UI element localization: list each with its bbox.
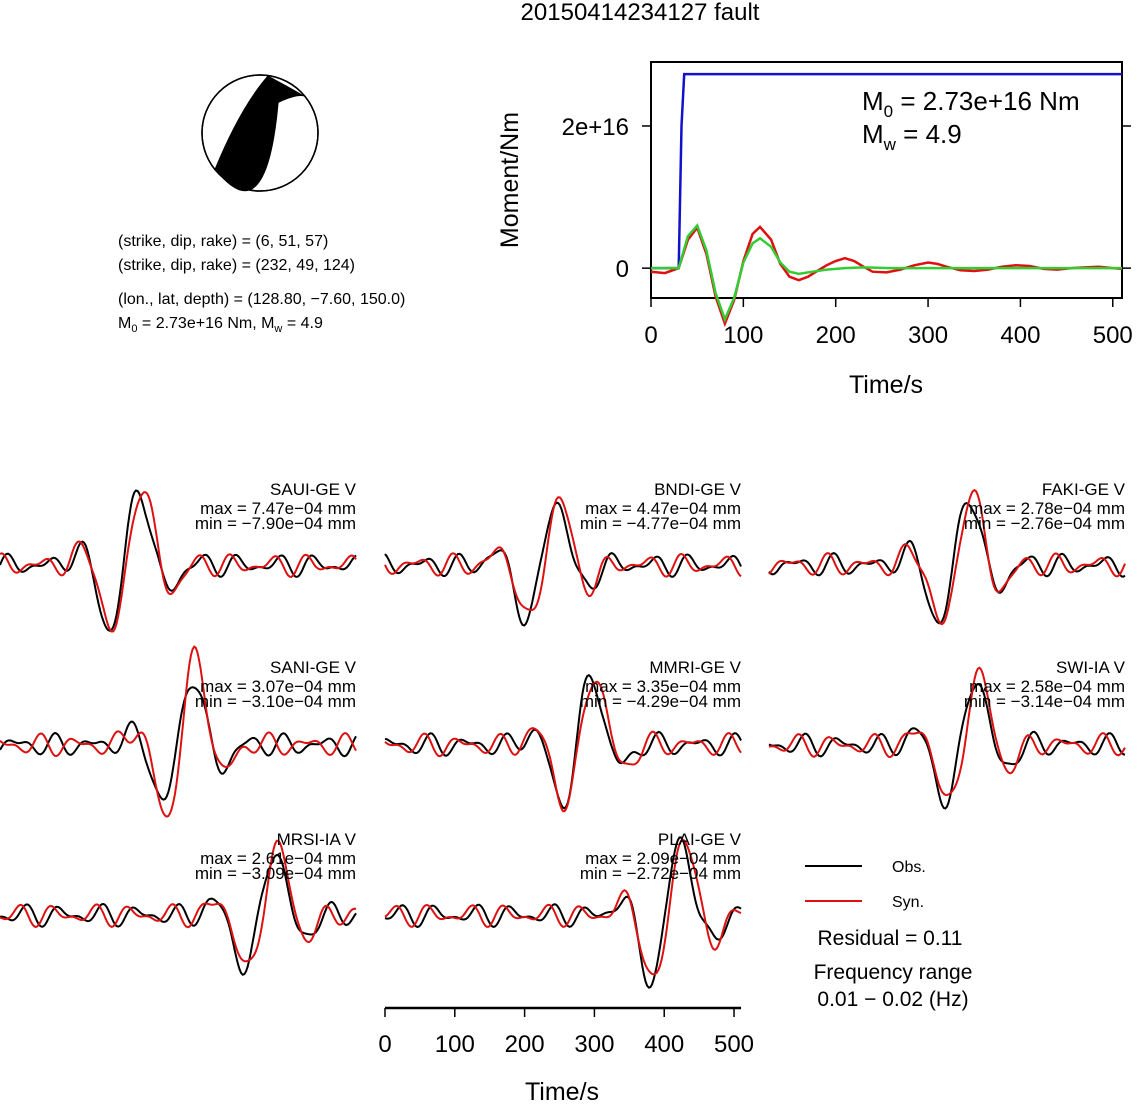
station-name: FAKI-GE V [1042,480,1126,499]
observed-trace [384,501,742,627]
synthetic-trace [384,680,742,813]
waveform-xtick-label: 200 [505,1031,545,1058]
waveform-xlabel: Time/s [525,1078,599,1104]
station-max: max = 3.07e−04 mm [200,677,356,696]
moment-series-2 [651,223,1122,323]
station-min: min = −3.10e−04 mm [195,692,356,711]
mechanism-line-4: M0 = 2.73e+16 Nm, Mw = 4.9 [118,315,323,335]
station-min: min = −3.14e−04 mm [964,692,1125,711]
focal-mechanism-beachball [201,74,319,192]
station-min: min = −2.76e−04 mm [964,514,1125,533]
figure-title: 20150414234127 fault [521,0,760,26]
waveform-xtick-label: 500 [714,1031,754,1058]
moment-xtick-label: 500 [1093,322,1133,349]
waveform-legend: Obs. Syn. [805,859,926,911]
synthetic-trace [0,491,357,633]
residual-text: Residual = 0.11 [818,927,963,950]
station-name: SAUI-GE V [270,480,357,499]
station-min: min = −7.90e−04 mm [195,514,356,533]
observed-trace [384,836,742,989]
station-min: min = −4.77e−04 mm [580,514,741,533]
mechanism-line-2: (strike, dip, rake) = (232, 49, 124) [118,257,355,274]
synthetic-trace [384,496,742,612]
station-name: MRSI-IA V [277,830,357,849]
synthetic-trace [0,839,357,963]
moment-series-1 [650,225,1123,328]
station-max: max = 2.61e−04 mm [200,849,356,868]
moment-annotation-mw: Mw = 4.9 [862,119,962,154]
station-max: max = 2.78e−04 mm [969,499,1125,518]
observed-trace [384,674,742,810]
frequency-range-title: Frequency range [814,961,973,984]
moment-xtick-label: 300 [908,322,948,349]
moment-annotation-m0: M0 = 2.73e+16 Nm [862,86,1080,121]
moment-xtick-label: 100 [723,322,763,349]
moment-plot-frame [650,61,1123,299]
station-name: SANI-GE V [270,658,357,677]
station-min: min = −2.72e−04 mm [580,864,741,883]
synthetic-trace [768,488,1126,626]
moment-ylabel: Moment/Nm [496,112,524,248]
station-name: BNDI-GE V [654,480,742,499]
moment-xtick-label: 200 [816,322,856,349]
frequency-range-value: 0.01 − 0.02 (Hz) [817,988,968,1011]
waveform-xtick-label: 100 [435,1031,475,1058]
station-name: MMRI-GE V [649,658,741,677]
station-min: min = −4.29e−04 mm [580,692,741,711]
synthetic-trace [768,666,1126,797]
legend-observed-label: Obs. [892,859,926,876]
station-max: max = 2.58e−04 mm [969,677,1125,696]
waveform-xtick-label: 0 [378,1031,391,1058]
station-max: max = 4.47e−04 mm [585,499,741,518]
station-max: max = 2.09e−04 mm [585,849,741,868]
station-name: PLAI-GE V [658,830,742,849]
synthetic-trace [0,645,357,818]
observed-trace [0,686,357,801]
moment-xtick-label: 400 [1000,322,1040,349]
moment-xtick-label: 0 [644,322,657,349]
moment-function-chart: 0 100 200 300 400 500 0 2e+16 M0 = 2.73e+16 Nm… [496,61,1133,399]
mechanism-line-1: (strike, dip, rake) = (6, 51, 57) [118,233,328,250]
observed-trace [768,683,1126,810]
waveform-xtick-label: 400 [644,1031,684,1058]
legend-synthetic-label: Syn. [892,894,924,911]
moment-ytick-label: 2e+16 [562,114,629,141]
moment-xlabel: Time/s [849,371,923,399]
waveform-time-axis: 0 100 200 300 400 500 Time/s [378,1006,754,1104]
station-min: min = −3.09e−04 mm [195,864,356,883]
synthetic-trace [384,838,742,976]
station-name: SWI-IA V [1056,658,1126,677]
waveform-xtick-label: 300 [574,1031,614,1058]
station-max: max = 3.35e−04 mm [585,677,741,696]
moment-ytick-label: 0 [616,256,629,283]
mechanism-line-3: (lon., lat, depth) = (128.80, −7.60, 150… [118,291,405,308]
mechanism-info: (strike, dip, rake) = (6, 51, 57) (strik… [118,233,405,335]
station-max: max = 7.47e−04 mm [200,499,356,518]
observed-trace [768,502,1126,625]
observed-trace [0,853,357,976]
